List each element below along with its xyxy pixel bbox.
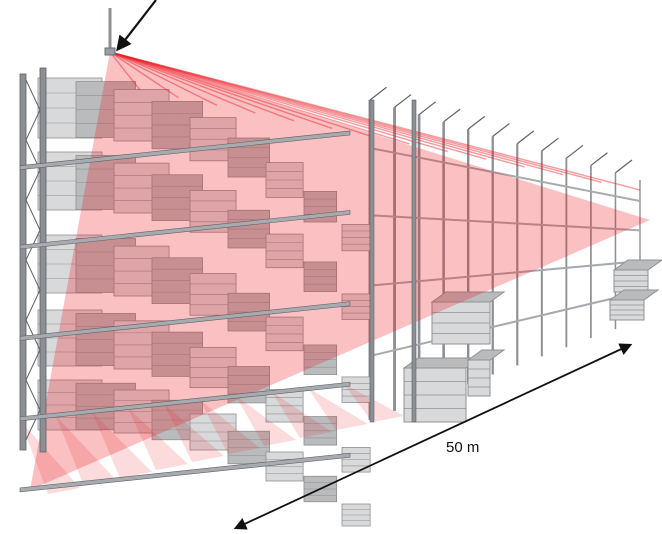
rack-brace xyxy=(516,130,535,145)
floor-beam xyxy=(128,408,188,470)
rack-upright xyxy=(369,99,375,423)
coverage-ray xyxy=(109,51,641,191)
double-arrow-icon xyxy=(233,343,633,530)
pallet-top xyxy=(430,291,506,303)
coverage-beam xyxy=(110,52,179,436)
rack-upright xyxy=(39,67,47,453)
coverage-beam xyxy=(110,52,402,339)
coverage-beam xyxy=(110,52,353,361)
coverage-beam xyxy=(110,52,278,393)
coverage-beam xyxy=(110,52,427,328)
rack-upright xyxy=(19,73,27,451)
rack-beam xyxy=(19,301,351,341)
floor-beam xyxy=(164,404,224,462)
rack-beam xyxy=(19,130,351,171)
coverage-ray xyxy=(109,51,564,176)
floor-beam xyxy=(20,420,80,494)
coverage-ray xyxy=(109,51,218,107)
rack-brace xyxy=(492,123,510,137)
coverage-beam xyxy=(110,52,576,264)
coverage-beam xyxy=(110,52,551,274)
rack-brace xyxy=(615,159,633,174)
distance-label: 50 m xyxy=(446,439,479,456)
coverage-beam xyxy=(110,52,303,382)
pallet-top xyxy=(608,289,660,301)
coverage-beam xyxy=(110,52,328,372)
coverage-ray xyxy=(109,51,371,137)
coverage-beam xyxy=(110,52,154,447)
rack-brace xyxy=(369,86,387,101)
coverage-ray xyxy=(109,51,141,91)
arrow-down-left-icon xyxy=(116,0,157,52)
coverage-ray xyxy=(109,51,525,168)
coverage-beam xyxy=(104,52,130,458)
rack-brace xyxy=(418,101,437,116)
rack-brace xyxy=(467,115,486,130)
sensor-icon xyxy=(104,8,116,56)
coverage-beam xyxy=(110,52,378,350)
coverage-beam xyxy=(110,52,477,307)
coverage-ray xyxy=(109,51,448,153)
coverage-ray xyxy=(109,51,602,183)
coverage-beam xyxy=(79,52,110,469)
rack-upright xyxy=(411,99,417,423)
coverage-beam xyxy=(54,52,110,480)
rack-brace xyxy=(590,152,608,166)
floor-beam xyxy=(56,416,116,486)
rack-brace xyxy=(394,94,412,108)
rack-brace xyxy=(565,144,584,159)
coverage-beam xyxy=(110,52,452,318)
rack-brace xyxy=(25,79,41,441)
sensor-coverage-beams xyxy=(20,51,650,494)
coverage-beam xyxy=(110,52,601,253)
rack-brace xyxy=(443,108,461,123)
coverage-ray xyxy=(109,51,256,114)
floor-beam xyxy=(92,412,152,478)
coverage-beam xyxy=(110,52,626,242)
pallet-top xyxy=(466,349,506,361)
coverage-ray xyxy=(109,51,179,99)
coverage-ray xyxy=(109,51,487,160)
coverage-ray xyxy=(109,51,295,122)
coverage-ray xyxy=(109,51,333,130)
coverage-beam xyxy=(110,52,650,231)
coverage-beam xyxy=(110,52,204,426)
coverage-beam xyxy=(110,52,526,285)
coverage-beam xyxy=(110,52,502,296)
coverage-ray xyxy=(109,51,410,145)
pallet-top xyxy=(612,259,662,271)
rack-brace xyxy=(541,137,559,152)
rack-beam xyxy=(19,210,351,250)
